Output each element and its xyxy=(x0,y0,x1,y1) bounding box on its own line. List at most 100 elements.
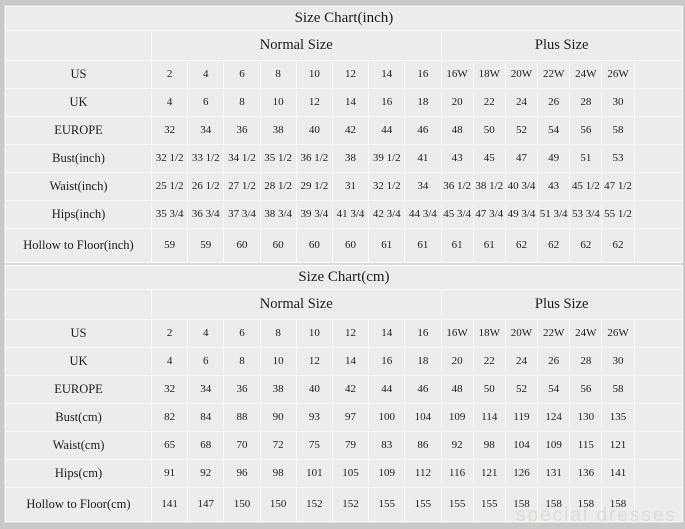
data-cell: 40 3/4 xyxy=(504,172,539,201)
data-cell: 36 3/4 xyxy=(187,200,225,229)
data-cell: 158 xyxy=(601,487,635,522)
data-cell: 6 xyxy=(223,60,261,89)
data-cell: 38 xyxy=(259,116,297,145)
data-cell: 34 xyxy=(404,172,442,201)
data-cell: 61 xyxy=(472,228,506,263)
data-cell: 46 xyxy=(404,116,442,145)
data-cell: 109 xyxy=(440,403,474,432)
data-cell: 44 3/4 xyxy=(404,200,442,229)
data-cell: 59 xyxy=(187,228,225,263)
data-cell-empty xyxy=(633,319,683,348)
data-cell: 36 1/2 xyxy=(295,144,333,173)
data-cell: 20W xyxy=(504,60,539,89)
data-cell: 54 xyxy=(537,116,571,145)
data-cell: 18 xyxy=(404,347,442,376)
data-cell-empty xyxy=(633,347,683,376)
data-cell: 58 xyxy=(601,375,635,404)
data-cell: 147 xyxy=(187,487,225,522)
data-cell-empty xyxy=(633,403,683,432)
table-row: Hollow to Floor(inch) 59 59 60 60 60 60 61 61 61 6… xyxy=(5,228,683,263)
data-cell: 52 xyxy=(504,375,539,404)
data-cell: 155 xyxy=(440,487,474,522)
table-row: US 2 4 6 8 10 12 14 16 16W 18W 20W 22W 24W 26W xyxy=(5,60,683,89)
data-cell: 35 1/2 xyxy=(259,144,297,173)
row-label: Waist(inch) xyxy=(5,172,152,201)
data-cell: 49 3/4 xyxy=(504,200,539,229)
data-cell: 150 xyxy=(259,487,297,522)
data-cell-empty xyxy=(633,459,683,488)
row-label: Waist(cm) xyxy=(5,431,152,460)
data-cell: 2 xyxy=(150,60,189,89)
data-cell: 60 xyxy=(259,228,297,263)
data-cell: 10 xyxy=(259,88,297,117)
data-cell: 6 xyxy=(187,88,225,117)
size-table: Size Chart(cm) Normal Size Plus Size US 2 4 6 8… xyxy=(5,265,683,522)
data-cell: 2 xyxy=(150,319,189,348)
data-cell: 52 xyxy=(504,116,539,145)
data-cell: 44 xyxy=(368,116,406,145)
data-cell: 6 xyxy=(223,319,261,348)
data-cell: 114 xyxy=(472,403,506,432)
data-cell: 8 xyxy=(259,60,297,89)
data-cell: 59 xyxy=(150,228,189,263)
data-cell: 100 xyxy=(368,403,406,432)
data-cell: 155 xyxy=(404,487,442,522)
data-cell: 30 xyxy=(601,88,635,117)
data-cell: 14 xyxy=(368,60,406,89)
data-cell: 38 xyxy=(331,144,370,173)
data-cell: 141 xyxy=(601,459,635,488)
table-row: UK 4 6 8 10 12 14 16 18 20 22 24 26 28 30 xyxy=(5,347,683,376)
data-cell: 130 xyxy=(569,403,603,432)
data-cell-empty xyxy=(633,116,683,145)
data-cell: 26 xyxy=(537,88,571,117)
data-cell: 48 xyxy=(440,116,474,145)
data-cell: 104 xyxy=(504,431,539,460)
data-cell: 14 xyxy=(331,347,370,376)
data-cell: 158 xyxy=(537,487,571,522)
data-cell: 14 xyxy=(368,319,406,348)
row-label: Bust(inch) xyxy=(5,144,152,173)
chart-title-row: Size Chart(inch) xyxy=(5,6,683,31)
row-label: EUROPE xyxy=(5,375,152,404)
row-label: Hollow to Floor(cm) xyxy=(5,487,152,522)
data-cell: 22W xyxy=(537,60,571,89)
data-cell: 25 1/2 xyxy=(150,172,189,201)
table-row: Bust(inch) 32 1/2 33 1/2 34 1/2 35 1/2 36 1/2… xyxy=(5,144,683,173)
data-cell: 75 xyxy=(295,431,333,460)
data-cell: 54 xyxy=(537,375,571,404)
data-cell: 22W xyxy=(537,319,571,348)
data-cell: 47 1/2 xyxy=(601,172,635,201)
data-cell: 49 xyxy=(537,144,571,173)
data-cell: 50 xyxy=(472,116,506,145)
data-cell: 121 xyxy=(472,459,506,488)
data-cell: 158 xyxy=(569,487,603,522)
data-cell: 155 xyxy=(368,487,406,522)
data-cell: 28 xyxy=(569,88,603,117)
data-cell: 82 xyxy=(150,403,189,432)
data-cell: 88 xyxy=(223,403,261,432)
data-cell: 35 3/4 xyxy=(150,200,189,229)
data-cell: 32 xyxy=(150,116,189,145)
row-label: Hollow to Floor(inch) xyxy=(5,228,152,263)
data-cell: 26W xyxy=(601,319,635,348)
row-label: UK xyxy=(5,347,152,376)
data-cell: 51 3/4 xyxy=(537,200,571,229)
data-cell: 112 xyxy=(404,459,442,488)
data-cell: 24W xyxy=(569,319,603,348)
data-cell: 18 xyxy=(404,88,442,117)
data-cell: 115 xyxy=(569,431,603,460)
data-cell: 62 xyxy=(601,228,635,263)
data-cell: 8 xyxy=(223,347,261,376)
table-row: Hips(inch) 35 3/4 36 3/4 37 3/4 38 3/4 39 3/4… xyxy=(5,200,683,229)
row-label: Hips(cm) xyxy=(5,459,152,488)
data-cell: 44 xyxy=(368,375,406,404)
data-cell: 51 xyxy=(569,144,603,173)
data-cell: 33 1/2 xyxy=(187,144,225,173)
data-cell-empty xyxy=(633,375,683,404)
data-cell: 42 xyxy=(331,375,370,404)
data-cell: 16 xyxy=(404,319,442,348)
data-cell: 10 xyxy=(295,319,333,348)
data-cell: 37 3/4 xyxy=(223,200,261,229)
group-header-normal-size: Normal Size xyxy=(151,30,442,61)
